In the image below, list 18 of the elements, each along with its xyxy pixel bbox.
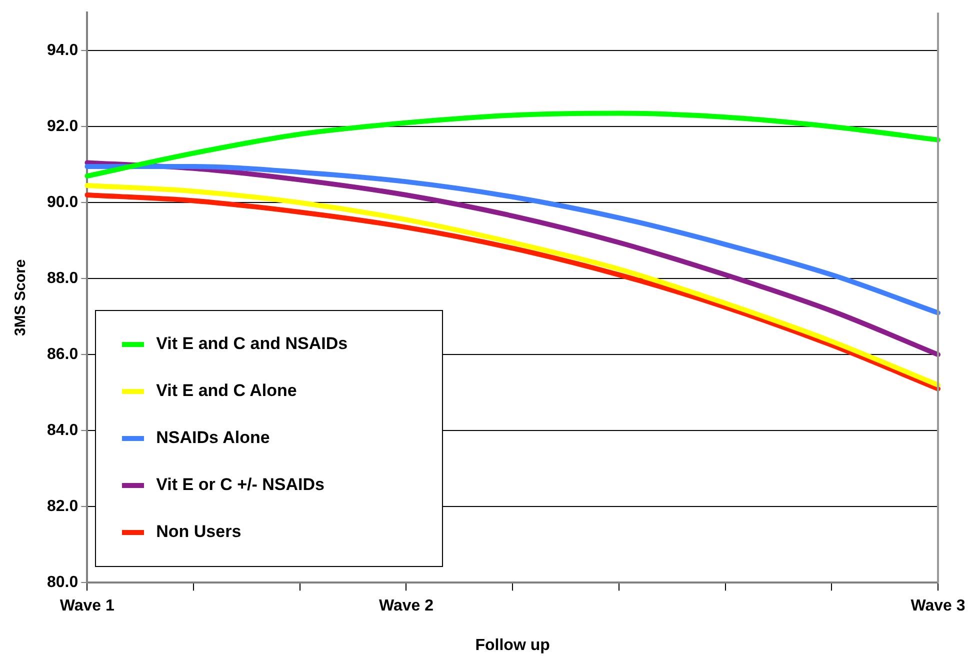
x-tick-label: Wave 3 — [910, 598, 966, 615]
x-axis-title: Follow up — [475, 636, 550, 654]
x-tick-label: Wave 2 — [378, 598, 434, 615]
y-tick-label: 86.0 — [47, 346, 78, 364]
y-tick-label: 94.0 — [47, 42, 78, 60]
x-tick-label: Wave 1 — [60, 598, 115, 615]
y-tick-label: 90.0 — [47, 194, 78, 212]
legend-label: Vit E or C +/- NSAIDs — [156, 475, 324, 496]
legend-label: Vit E and C Alone — [156, 381, 297, 402]
legend-label: Vit E and C and NSAIDs — [156, 334, 348, 354]
legend-label: NSAIDs Alone — [156, 428, 270, 448]
y-axis-title: 3MS Score — [12, 259, 30, 336]
y-tick-label: 88.0 — [47, 270, 78, 288]
y-tick-label: 92.0 — [47, 118, 78, 136]
y-tick-label: 82.0 — [47, 498, 78, 516]
y-tick-label: 80.0 — [47, 574, 78, 592]
y-tick-label: 84.0 — [47, 422, 78, 440]
legend-label: Non Users — [156, 522, 242, 542]
